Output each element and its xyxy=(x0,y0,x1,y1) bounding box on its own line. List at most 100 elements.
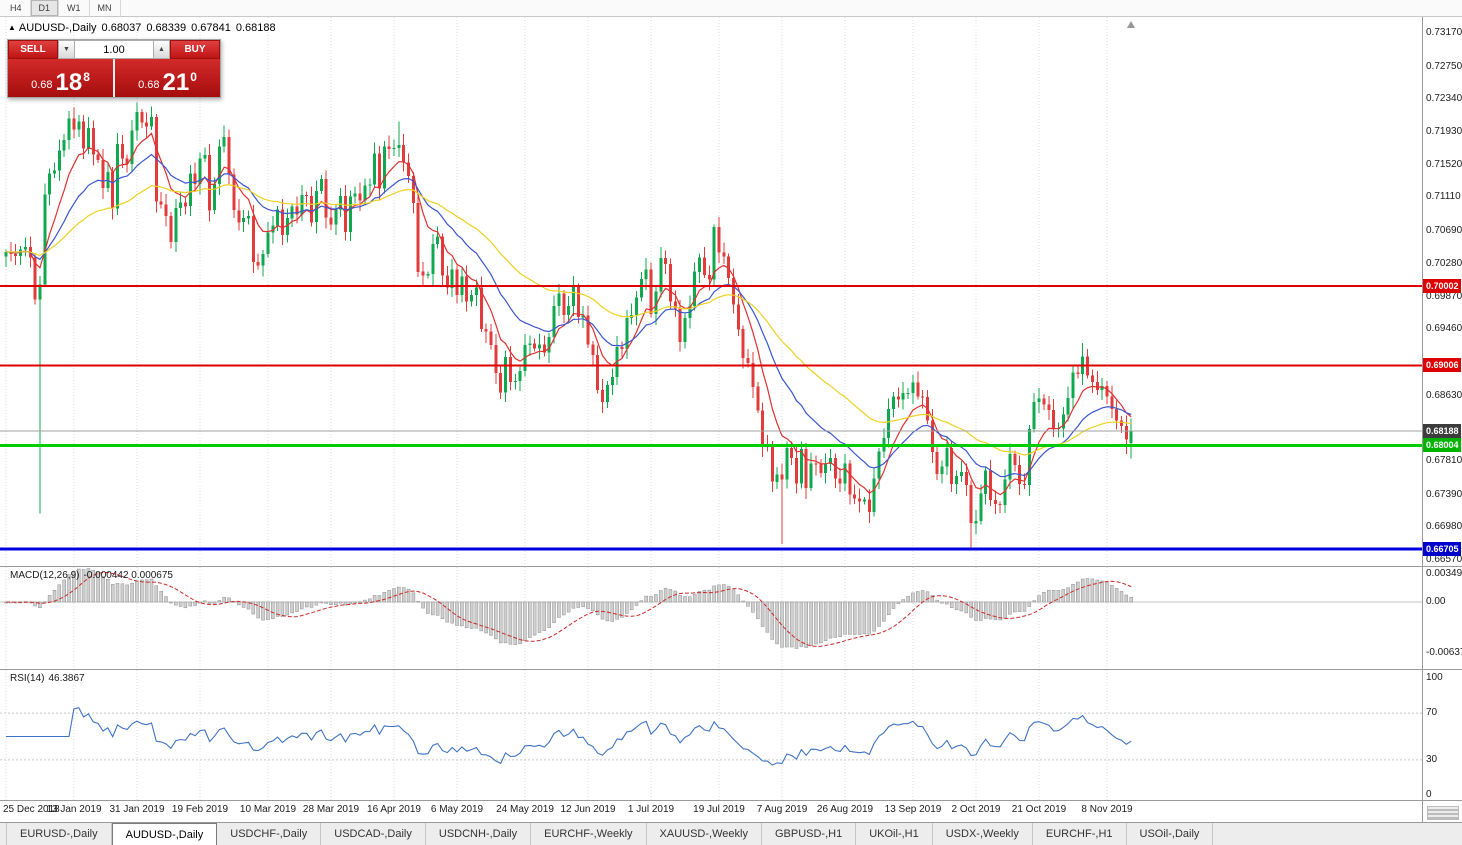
macd-axis-label: 0.00 xyxy=(1426,596,1446,607)
price-axis-label: 0.72750 xyxy=(1426,61,1462,72)
date-axis-label: 19 Feb 2019 xyxy=(171,804,229,815)
price-badge-0-66705: 0.66705 xyxy=(1423,542,1461,556)
macd-values: -0.000442 0.000675 xyxy=(83,570,173,581)
macd-panel-chart[interactable] xyxy=(0,567,1422,669)
rsi-name: RSI(14) xyxy=(10,673,45,684)
price-axis-label: 0.70280 xyxy=(1426,258,1462,269)
ohlc-high: 0.68339 xyxy=(146,22,187,34)
tab-eurchf-h1[interactable]: EURCHF-,H1 xyxy=(1033,823,1127,845)
price-axis-label: 0.70690 xyxy=(1426,225,1462,236)
buy-price-big: 21 xyxy=(162,69,190,96)
date-axis-label: 10 Mar 2019 xyxy=(239,804,297,815)
price-axis-label: 0.71930 xyxy=(1426,126,1462,137)
tab-audusd-daily[interactable]: AUDUSD-,Daily xyxy=(111,823,218,845)
price-axis-label: 0.66980 xyxy=(1426,521,1462,532)
moving-average-20 xyxy=(5,153,1132,478)
panel-separator[interactable] xyxy=(0,566,1462,567)
date-axis-label: 13 Sep 2019 xyxy=(884,804,942,815)
tab-xauusd-weekly[interactable]: XAUUSD-,Weekly xyxy=(647,823,762,845)
price-axis-separator xyxy=(1422,17,1423,822)
volume-up-icon: ▲ xyxy=(158,46,165,53)
tab-eurchf-weekly[interactable]: EURCHF-,Weekly xyxy=(531,823,647,845)
rsi-value: 46.3867 xyxy=(48,673,85,684)
chart-shift-marker-icon[interactable] xyxy=(1127,21,1135,28)
moving-average-8 xyxy=(5,132,1132,496)
date-axis-label: 6 May 2019 xyxy=(430,804,484,815)
tab-usoil-daily[interactable]: USOil-,Daily xyxy=(1127,823,1214,845)
volume-down-icon: ▼ xyxy=(63,46,70,53)
price-axis-label: 0.66570 xyxy=(1426,554,1462,565)
rsi-axis-label: 30 xyxy=(1426,754,1438,765)
price-axis-label: 0.69460 xyxy=(1426,323,1462,334)
date-axis-label: 16 Apr 2019 xyxy=(367,804,421,815)
tab-usdchf-daily[interactable]: USDCHF-,Daily xyxy=(217,823,322,845)
timeframe-toolbar: H4 D1 W1 MN xyxy=(0,0,1462,17)
chart-title: ▲ AUDUSD-,Daily 0.68037 0.68339 0.67841 0.681… xyxy=(8,22,276,34)
price-badge-0-69006: 0.69006 xyxy=(1423,358,1461,372)
buy-price-pip: 0 xyxy=(190,70,197,84)
chart-tabs: EURUSD-,Daily AUDUSD-,Daily USDCHF-,Daily U… xyxy=(0,822,1462,845)
timeframe-button-mn[interactable]: MN xyxy=(90,0,121,16)
sell-price-display[interactable]: 0.68 18 8 xyxy=(8,59,113,97)
date-axis-label: 7 Aug 2019 xyxy=(756,804,808,815)
symbol-marker-icon: ▲ xyxy=(8,23,16,32)
buy-price-display[interactable]: 0.68 21 0 xyxy=(115,59,220,97)
buy-price-prefix: 0.68 xyxy=(138,79,160,91)
date-axis-label: 13 Jan 2019 xyxy=(46,804,102,815)
rsi-axis-label: 0 xyxy=(1426,789,1432,800)
chart-window: ▲ AUDUSD-,Daily 0.68037 0.68339 0.67841 0.681… xyxy=(0,17,1462,822)
chart-symbol-label: AUDUSD-,Daily xyxy=(18,22,97,34)
panel-separator[interactable] xyxy=(0,669,1462,670)
date-axis-label: 28 Mar 2019 xyxy=(302,804,360,815)
price-axis-label: 0.69870 xyxy=(1426,291,1462,302)
tab-ukoil-h1[interactable]: UKOil-,H1 xyxy=(856,823,933,845)
date-axis-label: 8 Nov 2019 xyxy=(1081,804,1133,815)
tab-usdcad-daily[interactable]: USDCAD-,Daily xyxy=(321,823,426,845)
date-axis-label: 12 Jun 2019 xyxy=(560,804,616,815)
date-axis-label: 25 Dec 2018 xyxy=(3,804,60,815)
rsi-line xyxy=(6,707,1132,766)
price-axis-label: 0.71110 xyxy=(1426,191,1461,202)
date-axis-label: 21 Oct 2019 xyxy=(1011,804,1067,815)
resize-grip[interactable] xyxy=(1427,806,1459,820)
price-chart[interactable] xyxy=(0,17,1422,566)
volume-field[interactable]: 1.00 xyxy=(75,40,153,59)
volume-decrease-button[interactable]: ▼ xyxy=(58,40,75,59)
price-axis-label: 0.71520 xyxy=(1426,159,1462,170)
macd-name: MACD(12,26,9) xyxy=(10,570,80,581)
sell-price-prefix: 0.68 xyxy=(31,79,53,91)
timeframe-button-d1[interactable]: D1 xyxy=(30,0,60,16)
rsi-panel-chart[interactable] xyxy=(0,670,1422,800)
volume-value[interactable]: 1.00 xyxy=(103,43,125,56)
buy-button[interactable]: BUY xyxy=(170,40,220,59)
date-axis-label: 2 Oct 2019 xyxy=(951,804,1001,815)
price-axis-label: 0.73170 xyxy=(1426,27,1462,38)
date-axis-label: 1 Jul 2019 xyxy=(627,804,675,815)
macd-signal-line xyxy=(5,572,1132,647)
time-axis-line xyxy=(0,800,1462,801)
macd-indicator-label: MACD(12,26,9) -0.000442 0.000675 xyxy=(6,570,173,581)
price-badge-0-68188: 0.68188 xyxy=(1423,424,1461,438)
price-badge-0-68004: 0.68004 xyxy=(1423,438,1461,452)
moving-average-45 xyxy=(5,184,1132,456)
timeframe-button-w1[interactable]: W1 xyxy=(59,0,90,16)
timeframe-button-h4[interactable]: H4 xyxy=(2,0,31,16)
date-axis-label: 24 May 2019 xyxy=(496,804,554,815)
price-axis-label: 0.68630 xyxy=(1426,390,1462,401)
sell-button[interactable]: SELL xyxy=(8,40,58,59)
ohlc-close: 0.68188 xyxy=(235,22,276,34)
rsi-axis-label: 100 xyxy=(1426,672,1443,683)
ohlc-low: 0.67841 xyxy=(191,22,231,34)
sell-price-pip: 8 xyxy=(83,70,90,84)
macd-axis-label: -0.00637 xyxy=(1426,647,1462,658)
macd-axis-label: 0.00349 xyxy=(1426,568,1462,579)
tab-usdx-weekly[interactable]: USDX-,Weekly xyxy=(933,823,1033,845)
one-click-trading-widget: SELL ▼ 1.00 ▲ BUY 0.68 18 8 0.68 21 0 xyxy=(7,39,221,98)
volume-increase-button[interactable]: ▲ xyxy=(153,40,170,59)
tab-gbpusd-h1[interactable]: GBPUSD-,H1 xyxy=(762,823,857,845)
sell-price-big: 18 xyxy=(55,69,83,96)
tab-usdcnh-daily[interactable]: USDCNH-,Daily xyxy=(426,823,532,845)
tab-eurusd-daily[interactable]: EURUSD-,Daily xyxy=(6,823,112,845)
price-axis-label: 0.67390 xyxy=(1426,489,1462,500)
ohlc-open: 0.68037 xyxy=(101,22,142,34)
